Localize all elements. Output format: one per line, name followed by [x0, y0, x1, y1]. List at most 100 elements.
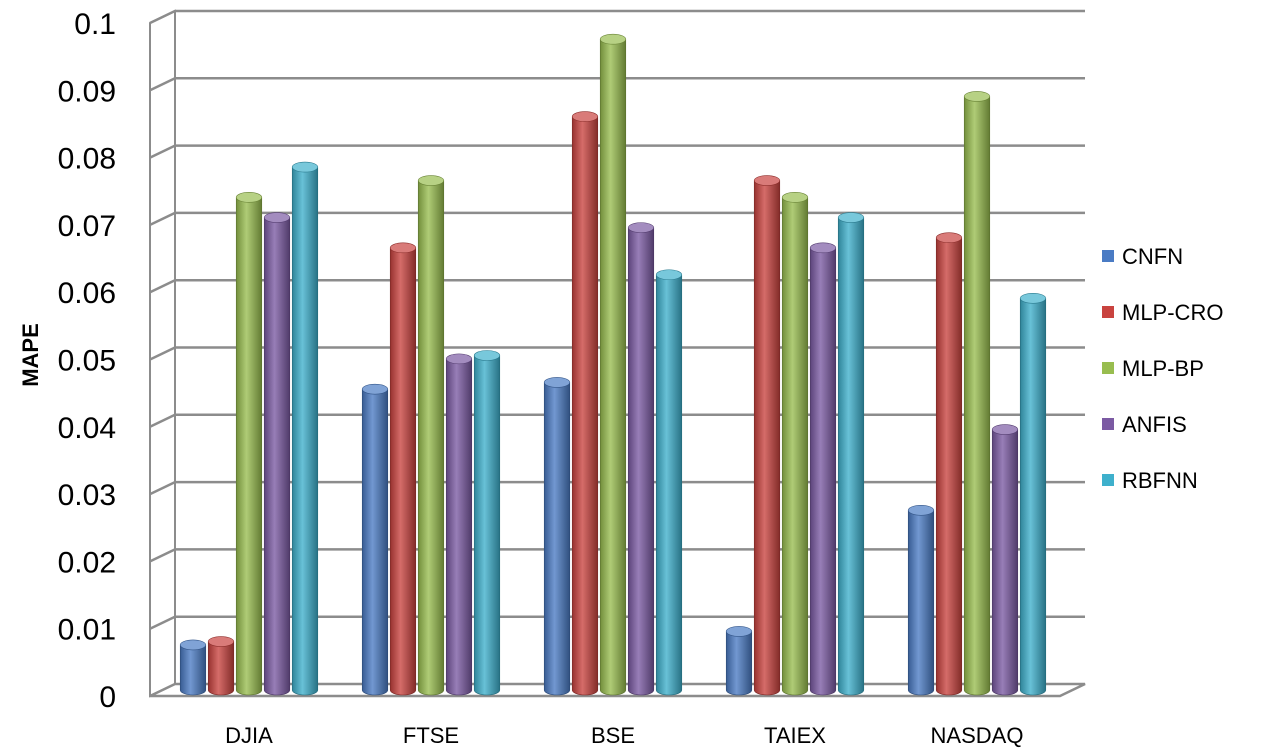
gridline	[149, 211, 1085, 227]
y-tick-label: 0.08	[58, 143, 116, 176]
bar-body	[963, 96, 991, 696]
bar-rbfnn-taiex	[837, 212, 865, 696]
bar-cap	[361, 383, 389, 395]
legend-swatch	[1102, 474, 1114, 486]
bar-cap	[725, 626, 753, 637]
bar-mlp-cro-taiex	[753, 175, 781, 696]
bar-cap	[473, 350, 501, 361]
y-axis-title: MAPE	[18, 323, 43, 387]
legend: CNFN MLP-CRO MLP-BP ANFIS RBFNN	[1102, 244, 1223, 493]
bar-cnfn-nasdaq	[907, 504, 935, 696]
gridline	[149, 278, 1085, 294]
gridline	[149, 615, 1085, 630]
x-tick-label: TAIEX	[764, 723, 826, 748]
legend-label: MLP-BP	[1122, 356, 1204, 381]
bar-mlp-bp-ftse	[417, 175, 445, 696]
x-tick-label: BSE	[591, 723, 635, 748]
y-tick-label: 0.09	[58, 75, 116, 108]
bar-cap	[179, 639, 207, 651]
bar-body	[291, 166, 319, 696]
legend-swatch	[1102, 418, 1114, 430]
bar-body	[781, 197, 809, 696]
bar-cap	[907, 504, 935, 516]
gridline	[149, 9, 1085, 25]
bar-body	[809, 247, 837, 696]
bar-cap	[571, 111, 599, 122]
gridline	[149, 548, 1085, 563]
bar-cap	[417, 175, 445, 186]
bar-body	[627, 227, 655, 696]
bar-body	[935, 237, 963, 696]
bar-mlp-bp-nasdaq	[963, 91, 991, 696]
gridline	[149, 77, 1085, 92]
bar-mlp-cro-djia	[207, 636, 235, 696]
bar-body	[417, 180, 445, 696]
bar-cap	[445, 353, 473, 365]
gridline	[149, 480, 1085, 496]
y-tick-label: 0	[99, 681, 116, 714]
bar-body	[725, 631, 753, 696]
bar-mlp-bp-bse	[599, 33, 627, 696]
bar-anfis-bse	[627, 222, 655, 696]
bar-cnfn-ftse	[361, 383, 389, 696]
bar-rbfnn-nasdaq	[1019, 292, 1047, 696]
bar-body	[179, 644, 207, 696]
bar-cap	[837, 212, 865, 223]
bar-rbfnn-djia	[291, 161, 319, 696]
gridline	[149, 413, 1085, 428]
bar-anfis-taiex	[809, 242, 837, 696]
y-tick-label: 0.1	[74, 8, 116, 41]
bar-anfis-ftse	[445, 353, 473, 696]
bar-anfis-djia	[263, 212, 291, 696]
bar-cap	[627, 222, 655, 233]
bar-mlp-bp-taiex	[781, 192, 809, 696]
bar-cap	[599, 33, 627, 45]
bar-mlp-cro-bse	[571, 111, 599, 696]
legend-label: MLP-CRO	[1122, 300, 1223, 325]
gridline	[149, 346, 1085, 361]
bar-rbfnn-bse	[655, 269, 683, 696]
bar-cap	[207, 636, 235, 647]
bar-cap	[655, 269, 683, 281]
bar-body	[473, 355, 501, 696]
bar-cnfn-bse	[543, 377, 571, 696]
y-tick-label: 0.02	[58, 546, 116, 579]
bar-body	[655, 274, 683, 696]
bar-body	[389, 247, 417, 696]
legend-swatch	[1102, 362, 1114, 374]
x-axis-ticks: DJIA FTSE BSE TAIEX NASDAQ	[225, 723, 1023, 748]
bar-cap	[543, 377, 571, 388]
bar-cap	[291, 161, 319, 173]
bar-cap	[263, 212, 291, 223]
bar-body	[1019, 297, 1047, 696]
bar-mlp-cro-nasdaq	[935, 232, 963, 696]
x-tick-label: DJIA	[225, 723, 273, 748]
bar-mlp-cro-ftse	[389, 242, 417, 696]
y-tick-label: 0.05	[58, 345, 116, 378]
gridline	[149, 144, 1085, 159]
bar-cap	[235, 192, 263, 203]
legend-label: RBFNN	[1122, 468, 1198, 493]
bar-cap	[963, 91, 991, 102]
bar-body	[907, 509, 935, 696]
y-tick-label: 0.04	[58, 412, 116, 445]
bar-body	[543, 382, 571, 696]
bar-cap	[781, 192, 809, 203]
y-tick-label: 0.01	[58, 614, 116, 647]
bars	[179, 33, 1047, 696]
bar-cap	[753, 175, 781, 186]
y-tick-label: 0.03	[58, 479, 116, 512]
legend-label: CNFN	[1122, 244, 1183, 269]
bar-cap	[809, 242, 837, 254]
bar-body	[361, 388, 389, 696]
bar-body	[571, 116, 599, 696]
legend-swatch	[1102, 250, 1114, 262]
bar-body	[753, 180, 781, 696]
bar-body	[837, 217, 865, 696]
legend-label: ANFIS	[1122, 412, 1187, 437]
bar-cap	[389, 242, 417, 254]
bar-body	[991, 429, 1019, 696]
bar-body	[207, 641, 235, 696]
